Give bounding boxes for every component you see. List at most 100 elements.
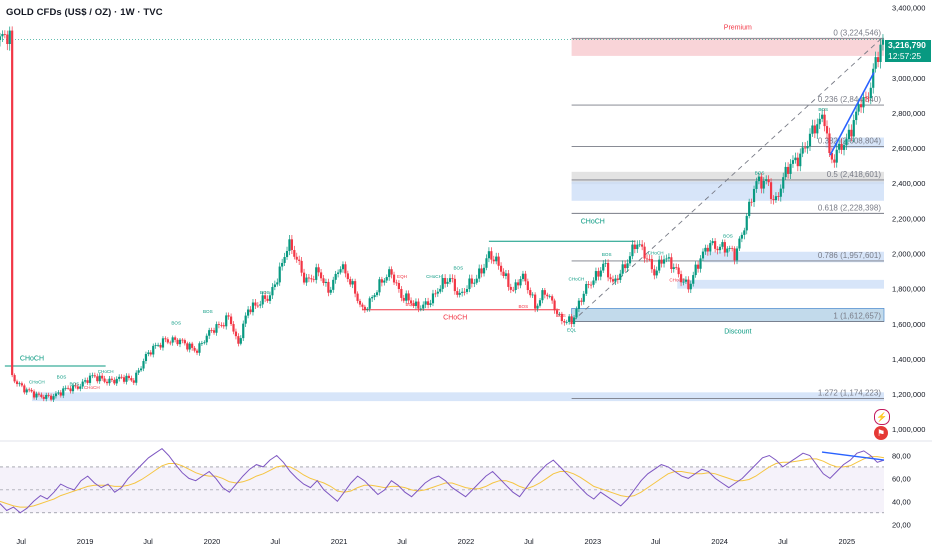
candle-body	[285, 250, 289, 258]
candle-body	[264, 295, 267, 299]
candle-body	[453, 278, 456, 292]
candle-body	[538, 300, 542, 306]
candle-body	[417, 301, 420, 309]
candle-body	[137, 370, 140, 373]
candle-body	[259, 304, 262, 306]
candle-body	[772, 199, 775, 201]
candle-body	[229, 316, 233, 325]
candle-body	[130, 378, 133, 381]
candle-body	[714, 241, 717, 249]
candle-body	[290, 239, 293, 251]
annotation-12: CHoCH	[648, 250, 664, 255]
annotation-13: CHoCH	[669, 278, 685, 283]
candle-body	[339, 269, 342, 273]
candle-body	[45, 394, 48, 399]
candle-body	[859, 104, 863, 108]
zone-blue-5	[677, 279, 884, 289]
candle-body	[169, 342, 172, 344]
fib-trend-line	[572, 38, 882, 322]
x-tick-label-13: 2025	[838, 537, 855, 546]
candle-body	[69, 388, 72, 392]
candle-body	[319, 272, 323, 279]
candle-body	[543, 290, 546, 295]
candle-body	[183, 340, 186, 344]
candle-body	[748, 201, 751, 216]
candle-body	[79, 386, 82, 389]
candle-body	[482, 267, 486, 274]
candle-body	[855, 111, 858, 121]
candle-body	[390, 269, 393, 275]
candle-body	[624, 264, 627, 269]
candle-body	[383, 280, 386, 283]
candle-body	[329, 289, 332, 293]
candle-body	[32, 391, 36, 398]
candle-body	[881, 39, 885, 45]
candle-body	[88, 375, 92, 383]
candle-body	[653, 269, 656, 276]
x-tick-label-5: 2021	[331, 537, 348, 546]
candle-body	[560, 313, 563, 322]
candle-body	[611, 279, 615, 282]
candle-body	[495, 256, 498, 262]
x-tick-label-4: Jul	[270, 537, 280, 546]
candle-body	[643, 246, 646, 259]
candle-body	[614, 278, 617, 282]
candle-body	[412, 303, 415, 306]
flash-icon[interactable]: ⚡	[874, 409, 890, 425]
candle-body	[526, 281, 529, 291]
candle-body	[794, 157, 797, 161]
y-tick-label-4: 2,600,000	[892, 144, 925, 153]
candle-body	[516, 282, 520, 286]
candle-body	[254, 302, 257, 306]
candle-body	[628, 256, 632, 264]
candle-body	[706, 247, 709, 252]
candle-body	[37, 393, 41, 395]
candle-body	[431, 293, 435, 304]
candle-body	[852, 120, 855, 137]
zone-gray-2	[571, 171, 884, 185]
x-tick-label-12: Jul	[778, 537, 788, 546]
candle-body	[845, 139, 848, 146]
candle-body	[687, 279, 690, 290]
fib-label-0: 0 (3,224,546)	[833, 28, 881, 37]
candle-body	[164, 338, 167, 340]
candle-body	[344, 264, 347, 274]
candle-body	[247, 309, 250, 316]
candle-body	[811, 125, 814, 134]
annotation-18: CHoCH	[426, 274, 442, 279]
candle-body	[821, 114, 824, 119]
candle-body	[25, 389, 28, 393]
fib-label-3: 0.5 (2,418,601)	[827, 170, 882, 179]
annotation-11: BOS	[602, 252, 612, 257]
candle-body	[774, 196, 778, 201]
candle-body	[395, 282, 398, 284]
candle-body	[52, 396, 55, 400]
candle-body	[850, 129, 853, 137]
candle-body	[675, 267, 678, 269]
candle-body	[750, 201, 753, 203]
candle-body	[57, 392, 60, 394]
candle-body	[166, 339, 169, 343]
fib-label-7: 1.272 (1,174,223)	[818, 389, 881, 398]
candle-body	[208, 330, 211, 336]
candle-body	[11, 30, 14, 376]
rsi-ma-line	[0, 456, 885, 508]
candle-body	[641, 244, 644, 247]
rsi-band	[0, 466, 884, 513]
candle-body	[602, 263, 605, 271]
candle-body	[701, 251, 705, 259]
candle-body	[81, 381, 84, 387]
flag-icon[interactable]: ⚑	[874, 426, 888, 440]
zone-blue-6	[825, 137, 884, 149]
annotation-3: EQL	[567, 328, 577, 333]
candle-body	[249, 309, 252, 313]
candle-body	[553, 300, 556, 311]
candle-body	[487, 251, 491, 259]
candle-body	[490, 251, 493, 260]
candle-body	[658, 259, 661, 271]
candle-body	[15, 381, 19, 385]
candle-body	[392, 274, 396, 283]
candle-body	[424, 301, 427, 305]
